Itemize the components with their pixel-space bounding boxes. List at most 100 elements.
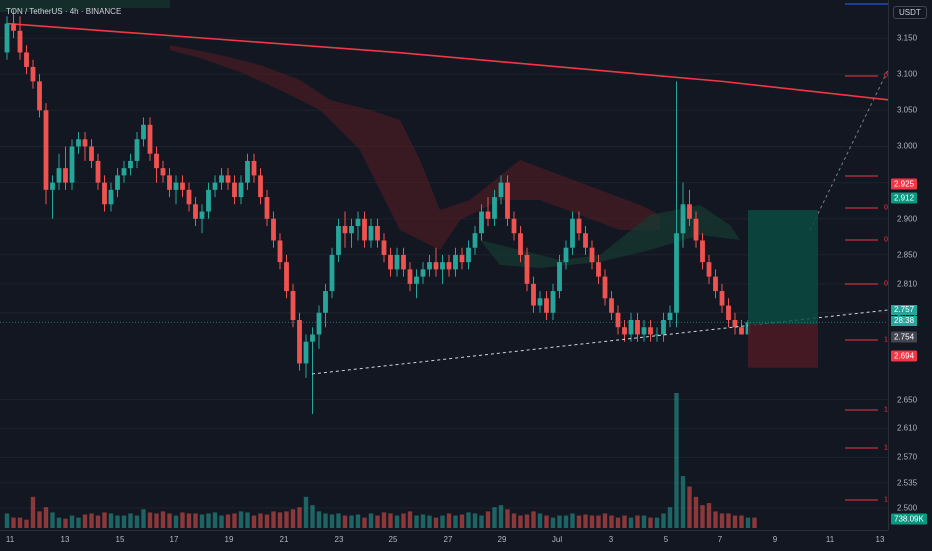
candle-body xyxy=(310,334,315,342)
time-tick-label: 29 xyxy=(497,535,507,544)
candle-body xyxy=(394,254,400,270)
candle-body xyxy=(199,211,205,219)
time-tick-label: 13 xyxy=(875,535,885,544)
candle-body xyxy=(375,226,380,241)
time-tick-label: 15 xyxy=(115,535,125,544)
volume-bar xyxy=(381,512,387,528)
volume-bar xyxy=(180,512,185,528)
volume-bar xyxy=(30,496,36,528)
fib-label: 0 xyxy=(884,204,888,212)
candle-body xyxy=(381,240,387,255)
candle-body xyxy=(63,168,68,183)
stop-price-badge: 2.694 xyxy=(891,350,918,362)
candle-body xyxy=(583,233,588,248)
price-axis[interactable]: USDT 3.1503.1003.0503.0002.9502.9002.850… xyxy=(888,0,932,530)
candle-body xyxy=(368,226,374,241)
volume-bar xyxy=(336,513,341,528)
candle-body xyxy=(628,320,634,335)
candle-body xyxy=(440,262,445,270)
position-loss-zone xyxy=(748,324,818,368)
volume-badge: 738.09K xyxy=(891,513,927,525)
candle-body xyxy=(680,204,686,234)
fib-label: 0 xyxy=(884,236,888,244)
candle-body xyxy=(225,175,231,183)
candle-body xyxy=(433,262,439,270)
volume-bar xyxy=(277,512,283,528)
price-tick-label: 3.150 xyxy=(897,33,918,43)
candle-body xyxy=(537,298,543,306)
time-axis[interactable]: 11 13 15 17 19 21 23 25 27 29 Jul 3 5 7 9 11 13 xyxy=(0,530,888,551)
volume-bar xyxy=(550,517,556,528)
volume-bar xyxy=(173,515,179,528)
volume-bar xyxy=(362,517,367,528)
candle-body xyxy=(121,168,127,176)
candle-body xyxy=(180,182,185,190)
volume-bar xyxy=(453,515,458,528)
candle-body xyxy=(303,341,309,364)
volume-bar xyxy=(284,511,289,528)
candle-body xyxy=(193,204,198,219)
volume-bar xyxy=(82,514,88,528)
time-tick-label: 11 xyxy=(825,535,835,544)
candle-body xyxy=(4,23,10,53)
volume-bar xyxy=(323,513,328,528)
price-tick-label: 2.500 xyxy=(897,503,918,513)
volume-bar xyxy=(401,513,406,528)
candle-body xyxy=(17,30,23,53)
candle-body xyxy=(264,197,270,219)
volume-bar xyxy=(628,517,634,528)
currency-unit-label[interactable]: USDT xyxy=(893,6,927,19)
candle-body xyxy=(407,269,413,284)
volume-bar xyxy=(622,515,627,528)
ichimoku-cloud-bull xyxy=(480,205,740,268)
candle-body xyxy=(24,52,29,67)
volume-bar xyxy=(186,513,192,528)
volume-bar xyxy=(414,515,419,528)
candle-body xyxy=(726,305,731,320)
volume-bar xyxy=(680,476,686,528)
candle-body xyxy=(589,247,595,263)
candle-body xyxy=(11,23,16,31)
volume-bar xyxy=(440,515,445,528)
volume-bar xyxy=(420,514,426,528)
volume-bar xyxy=(693,496,699,528)
volume-bar xyxy=(739,515,744,528)
volume-bar xyxy=(108,513,114,528)
price-tick-label: 3.000 xyxy=(897,141,918,151)
position-profit-zone xyxy=(748,210,818,325)
volume-bar xyxy=(206,513,211,528)
candle-body xyxy=(570,218,575,248)
volume-bar xyxy=(95,515,101,528)
candle-body xyxy=(563,247,569,263)
candle-body xyxy=(271,218,276,241)
volume-bar xyxy=(258,513,263,528)
candle-body xyxy=(732,320,738,328)
volume-bar xyxy=(69,515,75,528)
candle-body xyxy=(128,160,133,169)
chart-plot-area[interactable]: TON / TetherUS · 4h · BINANCE 0 0 0 0 1 … xyxy=(0,0,888,530)
candle-body xyxy=(596,262,601,277)
time-tick-label: 11 xyxy=(5,535,15,544)
volume-bar xyxy=(732,515,738,528)
price-tick-label: 2.535 xyxy=(897,478,918,488)
time-tick-label: 21 xyxy=(279,535,289,544)
time-tick-label: 19 xyxy=(224,535,234,544)
volume-bar xyxy=(251,515,257,528)
volume-bar xyxy=(115,515,120,528)
volume-bar xyxy=(102,512,107,528)
candle-body xyxy=(719,291,725,306)
volume-bar xyxy=(433,517,439,528)
volume-bar xyxy=(427,515,432,528)
volume-bar xyxy=(505,509,510,528)
volume-bar xyxy=(167,513,172,528)
volume-bar xyxy=(641,515,647,528)
volume-bar xyxy=(394,515,400,528)
volume-bar xyxy=(609,515,614,528)
candle-body xyxy=(498,182,504,198)
symbol-title: TON / TetherUS · 4h · BINANCE xyxy=(6,7,122,16)
candle-body xyxy=(186,189,192,205)
candle-body xyxy=(388,254,393,270)
time-tick-label: 3 xyxy=(608,535,614,544)
candle-body xyxy=(154,153,159,169)
sma-line xyxy=(6,22,888,101)
